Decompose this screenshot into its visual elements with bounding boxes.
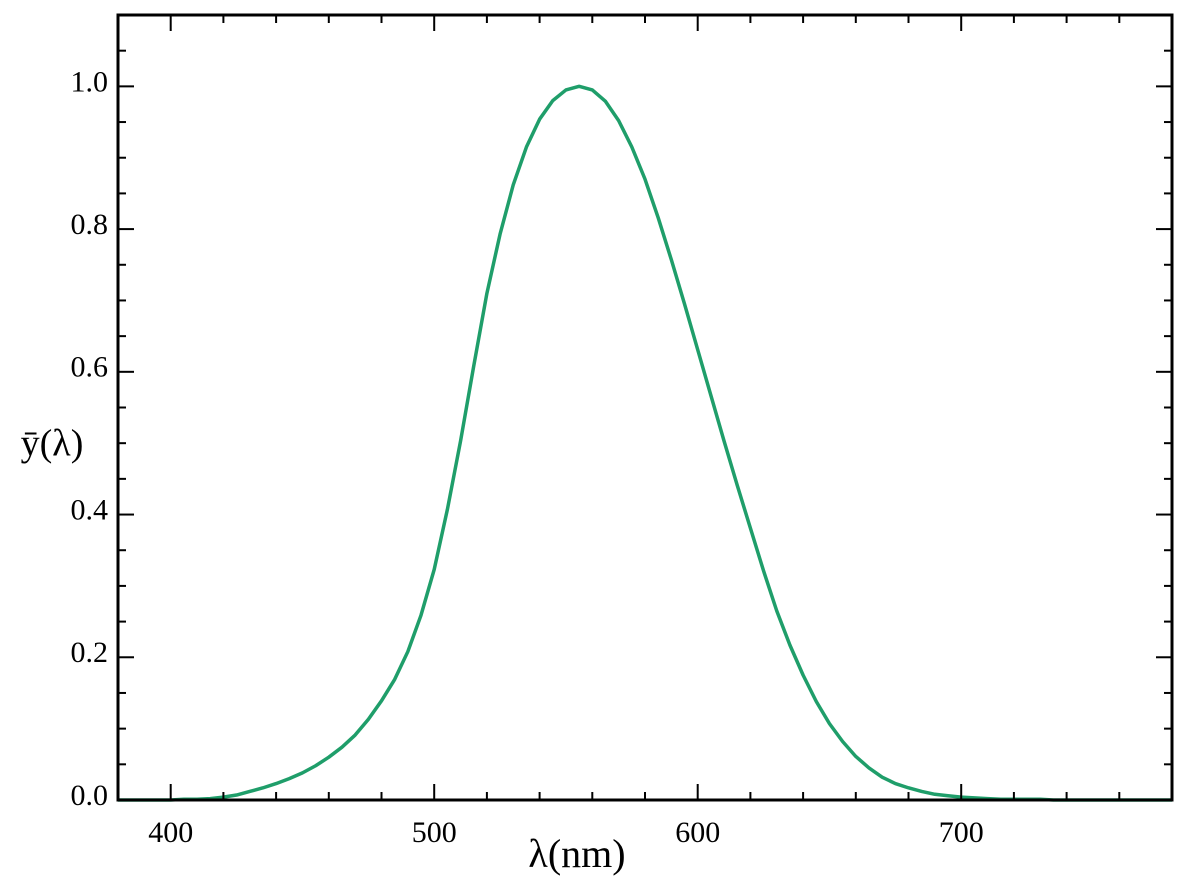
x-tick-label: 400: [148, 816, 193, 849]
y-tick-label: 0.8: [71, 208, 109, 241]
y-tick-label: 0.6: [71, 351, 109, 384]
y-axis-label: ȳ(λ): [21, 423, 84, 465]
x-tick-label: 700: [939, 816, 984, 849]
y-tick-label: 0.4: [71, 493, 109, 526]
x-axis-label: λ(nm): [528, 831, 625, 876]
y-tick-label: 0.0: [71, 779, 109, 812]
x-tick-label: 500: [412, 816, 457, 849]
y-tick-label: 1.0: [71, 65, 109, 98]
y-tick-label: 0.2: [71, 636, 109, 669]
x-tick-label: 600: [675, 816, 720, 849]
